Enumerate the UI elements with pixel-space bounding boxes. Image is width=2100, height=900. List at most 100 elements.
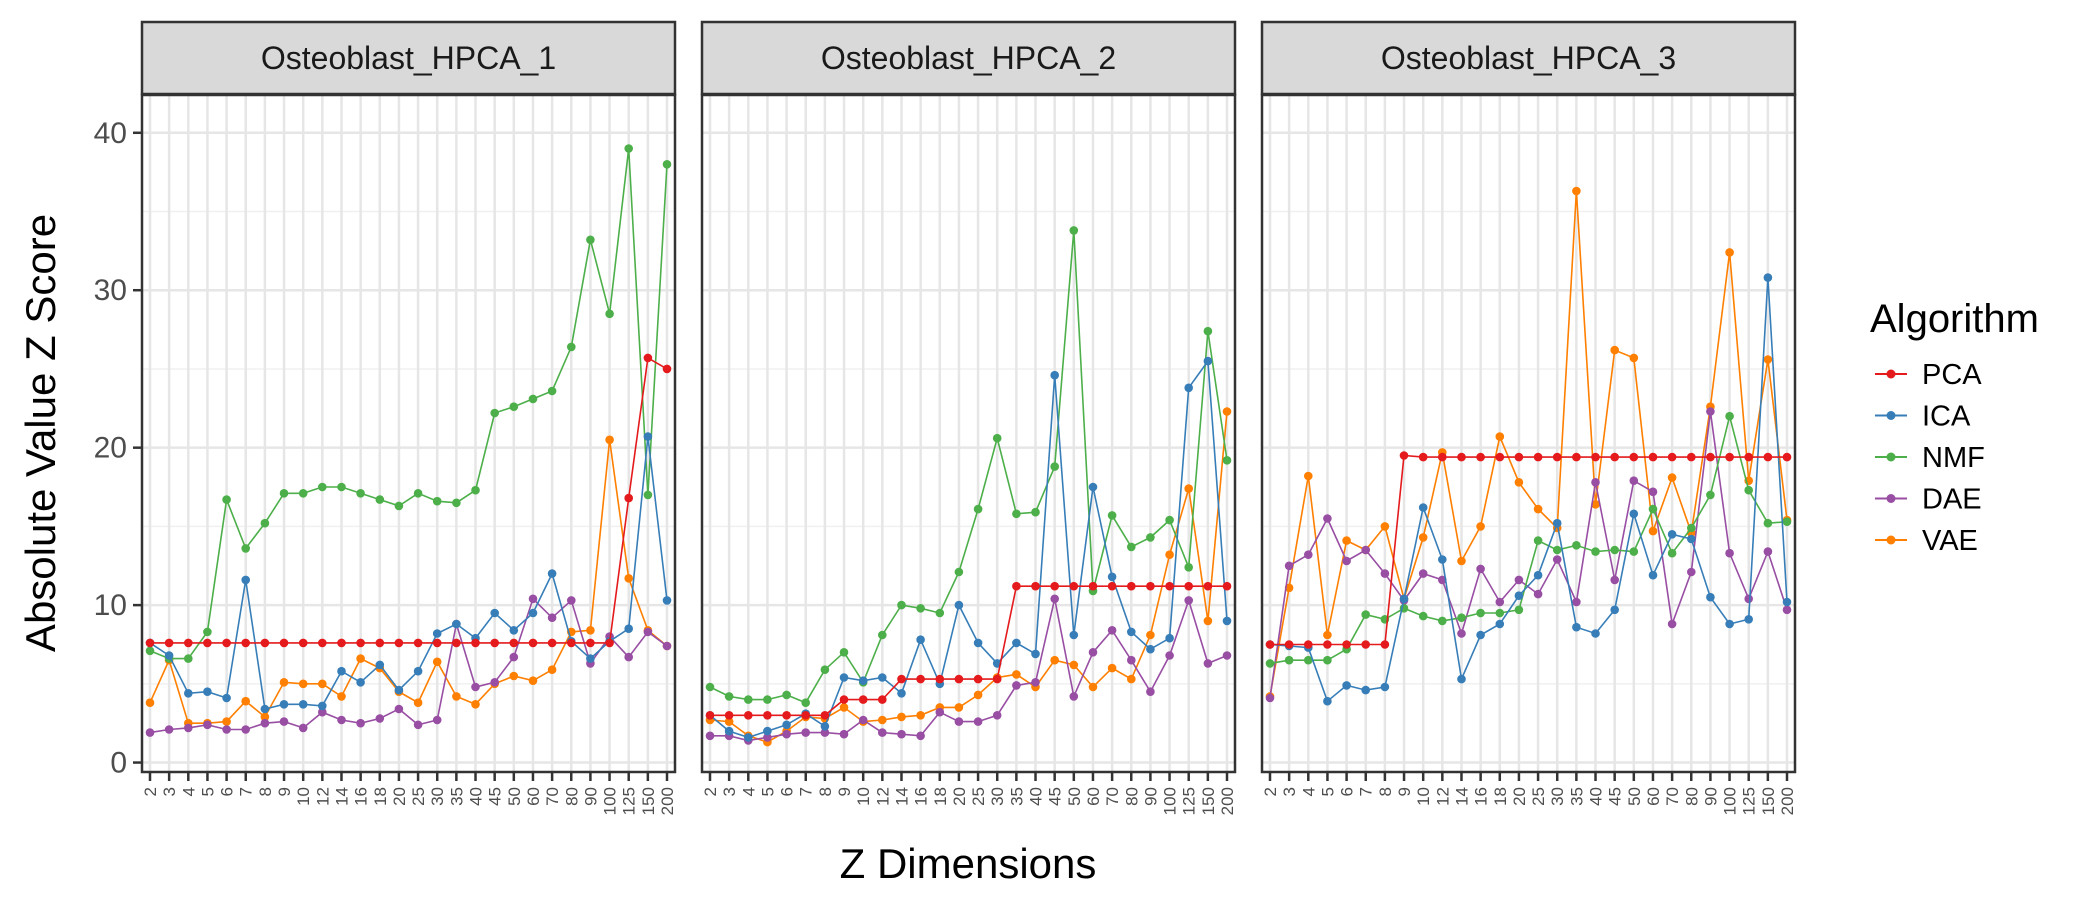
data-point-pca bbox=[643, 353, 653, 363]
x-tick-label: 18 bbox=[1491, 787, 1510, 806]
data-point-pca bbox=[1782, 452, 1792, 462]
data-point-nmf bbox=[643, 490, 653, 500]
x-tick-label: 6 bbox=[1338, 787, 1357, 796]
data-point-ica bbox=[1222, 616, 1232, 626]
data-point-ica bbox=[241, 575, 250, 585]
data-point-pca bbox=[1265, 640, 1275, 649]
data-point-pca bbox=[1088, 581, 1098, 591]
data-point-dae bbox=[916, 731, 925, 741]
y-tick-label: 0 bbox=[110, 747, 127, 780]
x-tick-label: 80 bbox=[1122, 787, 1141, 806]
data-point-pca bbox=[1514, 452, 1524, 462]
x-tick-label: 8 bbox=[256, 787, 275, 796]
data-point-ica bbox=[279, 700, 289, 709]
data-point-nmf bbox=[1203, 326, 1213, 336]
panel-title: Osteoblast_HPCA_3 bbox=[1381, 40, 1676, 76]
data-point-ica bbox=[1706, 592, 1715, 602]
data-point-ica bbox=[744, 733, 753, 742]
series-line-nmf bbox=[1269, 416, 1788, 665]
data-point-vae bbox=[1184, 484, 1193, 493]
data-point-vae bbox=[1165, 550, 1174, 559]
data-point-dae bbox=[260, 718, 270, 728]
data-point-dae bbox=[1380, 569, 1390, 578]
x-tick-label: 5 bbox=[758, 787, 777, 796]
x-tick-label: 4 bbox=[739, 787, 758, 796]
data-point-nmf bbox=[145, 646, 155, 656]
x-tick-label: 80 bbox=[562, 787, 581, 806]
data-point-pca bbox=[624, 493, 633, 503]
data-point-ica bbox=[782, 720, 791, 730]
data-point-pca bbox=[916, 674, 925, 684]
data-point-ica bbox=[375, 660, 385, 670]
y-tick-label: 40 bbox=[94, 117, 127, 150]
legend-key-point bbox=[1886, 411, 1896, 420]
legend-items: PCA ICA NMF DAE VAE bbox=[1875, 359, 1985, 557]
x-tick-label: 12 bbox=[873, 787, 892, 806]
panel-strip bbox=[140, 20, 677, 96]
data-point-pca bbox=[279, 638, 289, 648]
data-point-pca bbox=[897, 674, 906, 684]
data-point-pca bbox=[260, 638, 270, 648]
data-point-pca bbox=[763, 711, 772, 720]
x-tick-label: 60 bbox=[1084, 787, 1103, 806]
data-point-ica bbox=[260, 704, 270, 714]
data-point-vae bbox=[1222, 407, 1232, 416]
data-point-vae bbox=[954, 703, 964, 712]
x-tick-label: 7 bbox=[797, 787, 816, 796]
x-tick-label: 150 bbox=[1759, 787, 1778, 815]
data-point-nmf bbox=[1706, 490, 1715, 500]
data-point-vae bbox=[839, 703, 849, 712]
data-point-nmf bbox=[878, 630, 887, 640]
data-point-nmf bbox=[241, 544, 250, 553]
panel-3: Osteoblast_HPCA_32 3 4 5 6 7 8 9 10 12 14 16 18 20 25 3… bbox=[1260, 20, 1797, 815]
data-point-nmf bbox=[1107, 511, 1117, 520]
gridlines bbox=[702, 95, 1235, 772]
data-point-ica bbox=[1127, 627, 1136, 637]
data-point-nmf bbox=[471, 485, 480, 495]
data-point-dae bbox=[1687, 567, 1696, 577]
x-tick-label: 6 bbox=[218, 787, 237, 796]
data-point-nmf bbox=[1146, 533, 1155, 542]
series-line-pca bbox=[1270, 454, 1787, 646]
data-point-pca bbox=[145, 638, 155, 648]
data-point-pca bbox=[184, 638, 193, 648]
data-point-nmf bbox=[1418, 611, 1428, 621]
series-line-pca bbox=[150, 356, 668, 644]
legend-title: Algorithm bbox=[1870, 297, 2039, 341]
data-point-ica bbox=[1552, 518, 1562, 528]
data-point-vae bbox=[145, 698, 155, 707]
data-point-dae bbox=[184, 723, 193, 733]
series-line-nmf bbox=[709, 230, 1228, 704]
data-point-pca bbox=[1222, 581, 1232, 591]
data-point-nmf bbox=[744, 695, 753, 704]
data-point-ica bbox=[547, 569, 557, 578]
x-tick-label: 18 bbox=[931, 787, 950, 806]
x-tick-label: 7 bbox=[237, 787, 256, 796]
x-tick-label: 16 bbox=[1472, 787, 1491, 806]
data-point-vae bbox=[298, 679, 308, 689]
series-line-vae bbox=[1269, 190, 1788, 697]
data-point-ica bbox=[1342, 681, 1351, 690]
series-line-ica bbox=[709, 358, 1228, 739]
data-point-pca bbox=[1744, 452, 1753, 462]
x-tick-label: 70 bbox=[543, 787, 562, 806]
x-tick-label: 60 bbox=[1644, 787, 1663, 806]
data-point-vae bbox=[1088, 682, 1098, 692]
data-point-ica bbox=[356, 678, 365, 687]
data-point-dae bbox=[1744, 594, 1753, 604]
data-point-dae bbox=[643, 627, 653, 637]
x-tick-label: 100 bbox=[601, 787, 620, 815]
data-point-nmf bbox=[973, 504, 983, 514]
data-point-dae bbox=[318, 707, 327, 717]
data-point-dae bbox=[1222, 651, 1232, 660]
data-point-ica bbox=[1438, 555, 1447, 564]
legend-key-point bbox=[1886, 494, 1896, 503]
data-point-nmf bbox=[1222, 456, 1232, 465]
data-point-ica bbox=[1069, 630, 1079, 640]
data-point-nmf bbox=[567, 342, 576, 352]
series-line-ica bbox=[1269, 277, 1788, 703]
data-point-nmf bbox=[1591, 547, 1600, 556]
data-point-ica bbox=[490, 608, 500, 618]
series-line-vae bbox=[709, 411, 1228, 743]
data-point-ica bbox=[432, 629, 442, 638]
